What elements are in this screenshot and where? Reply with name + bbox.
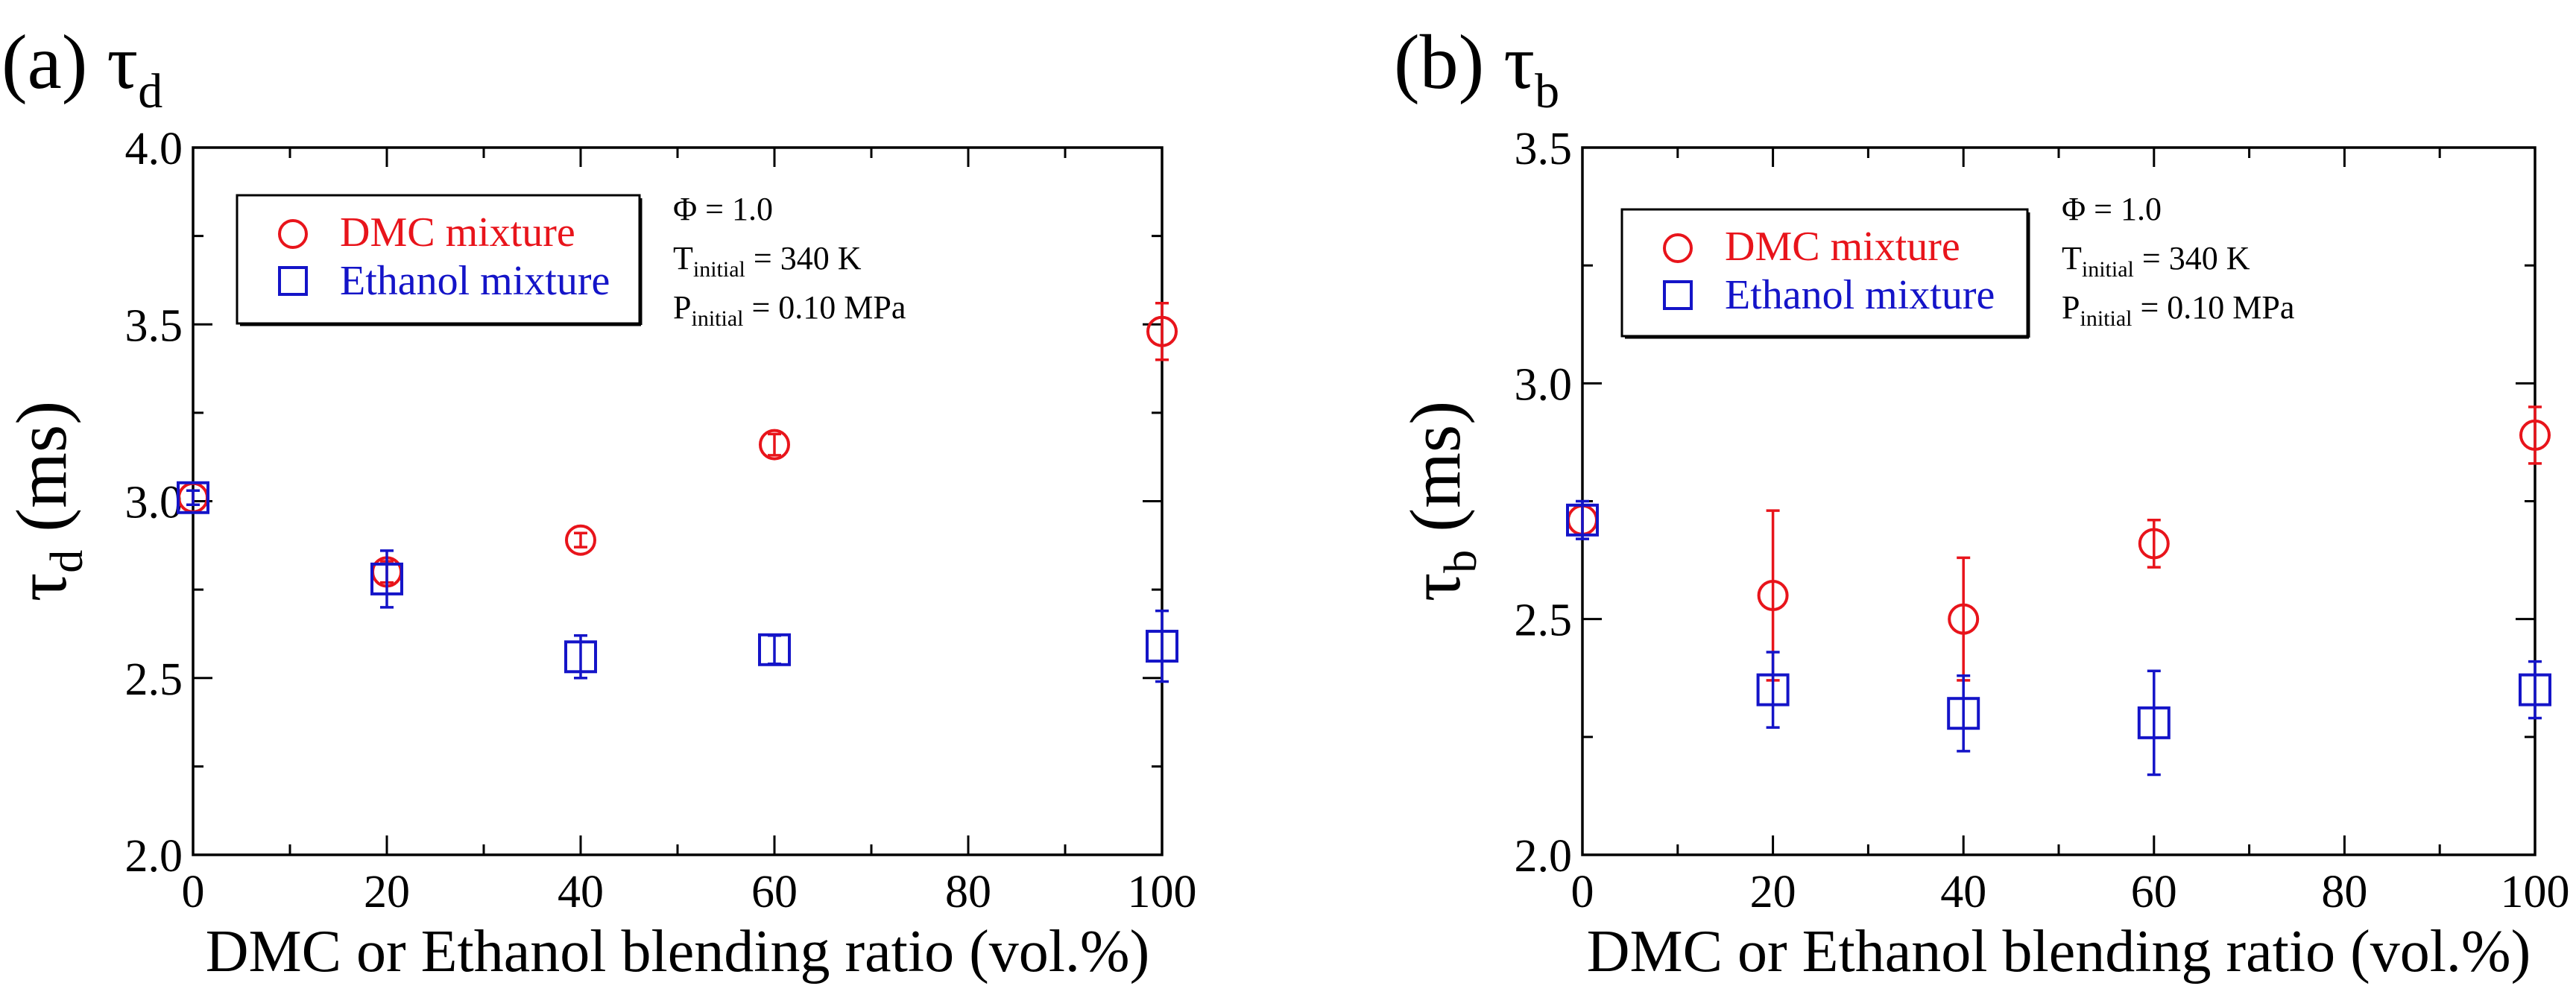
condition-pressure: Pinitial = 0.10 MPa bbox=[2062, 289, 2294, 331]
dmc-marker bbox=[1757, 580, 1789, 612]
legend-ethanol-marker bbox=[278, 266, 308, 296]
ethanol-marker bbox=[1566, 503, 1599, 537]
ethanol-marker bbox=[2137, 706, 2171, 739]
legend-dmc-label: DMC mixture bbox=[340, 209, 575, 256]
dmc-marker bbox=[2519, 419, 2551, 451]
panel-title: (b) τb bbox=[1394, 19, 1559, 118]
dmc-point bbox=[565, 524, 596, 556]
ethanol-point bbox=[1947, 674, 1980, 753]
ethanol-point bbox=[1566, 499, 1599, 540]
ethanol-marker bbox=[370, 562, 403, 595]
condition-phi: Φ = 1.0 bbox=[2062, 191, 2162, 227]
x-axis-label: DMC or Ethanol blending ratio (vol.%) bbox=[1587, 919, 2531, 985]
y-tick-label: 2.0 bbox=[1515, 831, 1573, 882]
ethanol-point bbox=[564, 634, 597, 680]
ethanol-point bbox=[1146, 609, 1178, 683]
dmc-marker bbox=[759, 429, 790, 461]
x-tick-label: 0 bbox=[1571, 867, 1594, 917]
y-axis-label: τb (ms) bbox=[1395, 401, 1486, 602]
x-tick-label: 60 bbox=[2131, 867, 2177, 917]
x-tick-label: 40 bbox=[1940, 867, 1986, 917]
legend-dmc-marker bbox=[1663, 233, 1693, 263]
conditions-annotation: Φ = 1.0 Tinitial = 340 K Pinitial = 0.10 M… bbox=[2062, 191, 2294, 331]
x-tick-label: 100 bbox=[1128, 867, 1197, 917]
dmc-marker bbox=[1948, 603, 1980, 635]
dmc-point bbox=[1146, 302, 1178, 361]
panel-title: (a) τd bbox=[1, 19, 162, 118]
legend-ethanol-marker bbox=[1663, 280, 1693, 310]
y-tick-label: 4.0 bbox=[125, 124, 183, 174]
legend-box bbox=[1620, 208, 2029, 338]
dmc-point bbox=[1948, 556, 1980, 682]
x-tick-label: 20 bbox=[364, 867, 410, 917]
ethanol-point bbox=[758, 633, 791, 666]
ethanol-marker bbox=[177, 481, 209, 514]
x-tick-label: 100 bbox=[2501, 867, 2570, 917]
x-tick-label: 60 bbox=[751, 867, 798, 917]
dmc-marker bbox=[1146, 315, 1178, 347]
legend-dmc-label: DMC mixture bbox=[1725, 224, 1960, 270]
ethanol-point bbox=[370, 549, 403, 609]
y-tick-label: 2.0 bbox=[125, 831, 183, 882]
legend-dmc-marker bbox=[278, 219, 308, 249]
x-tick-label: 20 bbox=[1750, 867, 1796, 917]
x-axis-label: DMC or Ethanol blending ratio (vol.%) bbox=[206, 919, 1149, 985]
dmc-point bbox=[2519, 405, 2551, 465]
ethanol-point bbox=[2137, 669, 2171, 777]
x-tick-label: 40 bbox=[558, 867, 604, 917]
conditions-annotation: Φ = 1.0 Tinitial = 340 K Pinitial = 0.10 M… bbox=[673, 191, 906, 331]
ethanol-marker bbox=[758, 633, 791, 666]
condition-temperature: Tinitial = 340 K bbox=[2062, 240, 2250, 282]
x-tick-label: 0 bbox=[182, 867, 205, 917]
ethanol-marker bbox=[1146, 630, 1178, 663]
legend-box bbox=[236, 194, 641, 325]
ethanol-marker bbox=[2519, 673, 2551, 707]
dmc-marker bbox=[565, 524, 596, 556]
ethanol-marker bbox=[1947, 697, 1980, 730]
dmc-point bbox=[759, 429, 790, 461]
legend-ethanol-label: Ethanol mixture bbox=[340, 258, 610, 304]
dmc-point bbox=[2138, 519, 2170, 569]
ethanol-marker bbox=[564, 640, 597, 674]
ethanol-point bbox=[2519, 660, 2551, 720]
y-axis-label: τd (ms) bbox=[1, 401, 92, 602]
y-tick-label: 2.5 bbox=[1515, 595, 1573, 646]
dmc-marker bbox=[2138, 528, 2170, 560]
x-tick-label: 80 bbox=[945, 867, 991, 917]
legend-ethanol-label: Ethanol mixture bbox=[1725, 272, 1995, 318]
condition-phi: Φ = 1.0 bbox=[673, 191, 773, 227]
y-tick-label: 2.5 bbox=[125, 654, 183, 705]
y-tick-label: 3.0 bbox=[1515, 359, 1573, 410]
condition-temperature: Tinitial = 340 K bbox=[673, 240, 862, 282]
y-tick-label: 3.0 bbox=[125, 478, 183, 528]
ethanol-point bbox=[1756, 651, 1790, 729]
ethanol-point bbox=[177, 481, 209, 514]
condition-pressure: Pinitial = 0.10 MPa bbox=[673, 289, 906, 331]
ethanol-marker bbox=[1756, 673, 1790, 707]
y-tick-label: 3.5 bbox=[1515, 124, 1573, 174]
y-tick-label: 3.5 bbox=[125, 300, 183, 351]
x-tick-label: 80 bbox=[2321, 867, 2367, 917]
